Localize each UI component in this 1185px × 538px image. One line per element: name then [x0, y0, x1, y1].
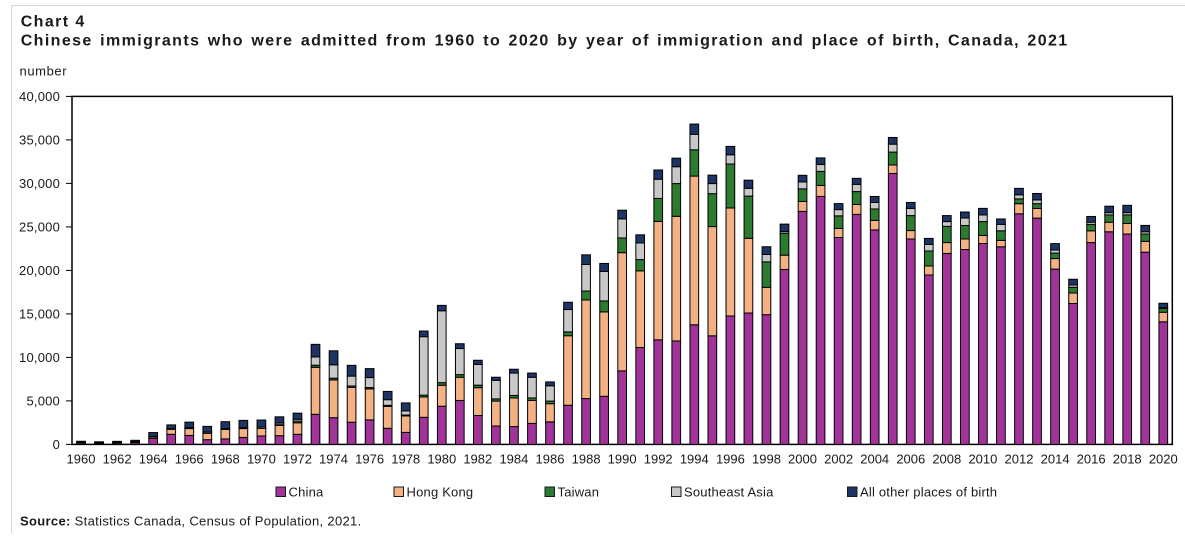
svg-text:number: number: [20, 64, 68, 79]
svg-text:2018: 2018: [1113, 452, 1142, 467]
svg-text:2016: 2016: [1077, 452, 1106, 467]
svg-text:2004: 2004: [860, 452, 889, 467]
svg-text:Chinese immigrants who were ad: Chinese immigrants who were admitted fro…: [21, 33, 1069, 50]
svg-text:1978: 1978: [391, 452, 420, 467]
svg-text:2020: 2020: [1149, 452, 1178, 467]
svg-text:2010: 2010: [968, 452, 997, 467]
svg-text:35,000: 35,000: [19, 132, 60, 147]
svg-text:Southeast Asia: Southeast Asia: [684, 485, 774, 500]
svg-text:1968: 1968: [211, 452, 240, 467]
svg-text:1960: 1960: [67, 452, 96, 467]
svg-text:1998: 1998: [752, 452, 781, 467]
svg-text:1970: 1970: [247, 452, 276, 467]
svg-text:1996: 1996: [716, 452, 745, 467]
svg-text:40,000: 40,000: [19, 89, 60, 104]
svg-text:15,000: 15,000: [19, 306, 60, 321]
svg-text:1980: 1980: [427, 452, 456, 467]
svg-text:2008: 2008: [932, 452, 961, 467]
svg-text:1990: 1990: [608, 452, 637, 467]
svg-text:2014: 2014: [1041, 452, 1070, 467]
svg-text:1988: 1988: [572, 452, 601, 467]
svg-text:1986: 1986: [536, 452, 565, 467]
svg-text:Chart 4: Chart 4: [21, 13, 86, 30]
svg-text:1976: 1976: [355, 452, 384, 467]
svg-text:All other places of birth: All other places of birth: [860, 485, 997, 500]
svg-text:1974: 1974: [319, 452, 348, 467]
svg-text:2000: 2000: [788, 452, 817, 467]
svg-text:20,000: 20,000: [19, 263, 60, 278]
svg-text:10,000: 10,000: [19, 350, 60, 365]
svg-text:1964: 1964: [139, 452, 168, 467]
svg-text:Source: Statistics Canada, Cen: Source: Statistics Canada, Census of Pop…: [20, 514, 362, 529]
svg-text:China: China: [289, 485, 325, 500]
svg-text:2012: 2012: [1005, 452, 1034, 467]
svg-text:Hong Kong: Hong Kong: [407, 485, 474, 500]
svg-text:1962: 1962: [103, 452, 132, 467]
svg-text:2006: 2006: [896, 452, 925, 467]
svg-text:1982: 1982: [463, 452, 492, 467]
svg-text:1972: 1972: [283, 452, 312, 467]
svg-text:0: 0: [53, 437, 60, 452]
svg-text:25,000: 25,000: [19, 219, 60, 234]
svg-text:1966: 1966: [175, 452, 204, 467]
svg-text:1994: 1994: [680, 452, 709, 467]
svg-text:30,000: 30,000: [19, 176, 60, 191]
svg-text:2002: 2002: [824, 452, 853, 467]
svg-text:1992: 1992: [644, 452, 673, 467]
svg-text:Taiwan: Taiwan: [558, 485, 600, 500]
svg-text:5,000: 5,000: [26, 393, 60, 408]
svg-text:1984: 1984: [499, 452, 528, 467]
